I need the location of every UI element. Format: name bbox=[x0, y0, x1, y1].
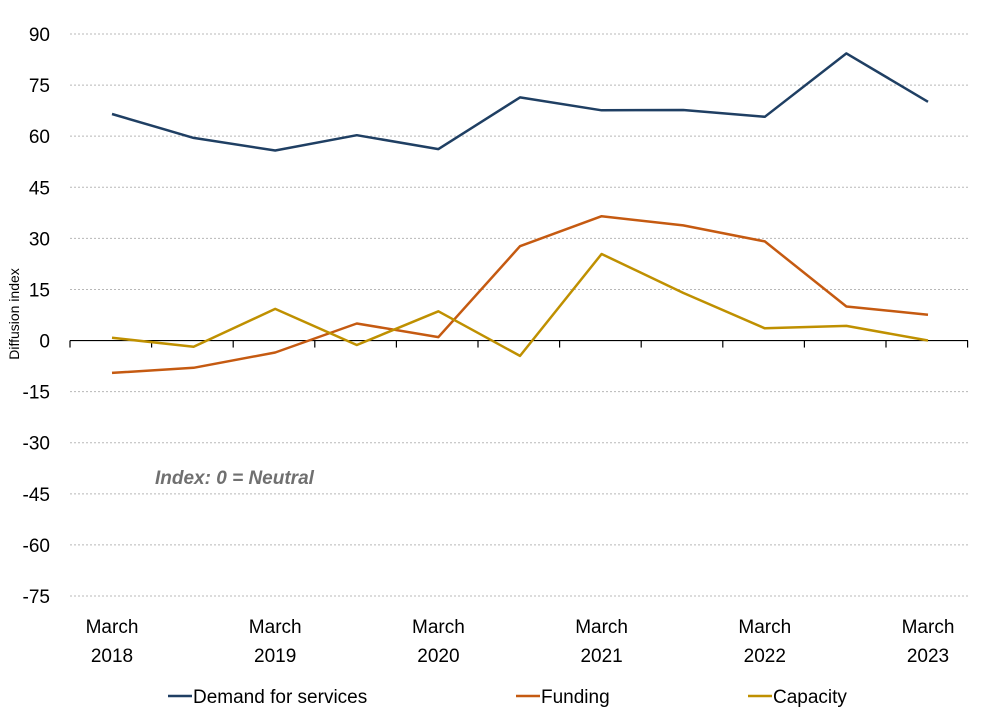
series-lines bbox=[111, 52, 929, 375]
legend: Demand for services Funding Capacity bbox=[168, 687, 847, 708]
x-tick-label-year: 2019 bbox=[254, 646, 296, 667]
legend-label: Funding bbox=[541, 687, 610, 708]
legend-label: Demand for services bbox=[193, 687, 367, 708]
y-tick-label: -60 bbox=[23, 536, 50, 557]
x-tick-label-year: 2018 bbox=[91, 646, 133, 667]
x-tick-label-month: March bbox=[902, 617, 955, 638]
y-tick-label: -15 bbox=[23, 383, 50, 404]
x-tick-label-year: 2020 bbox=[417, 646, 459, 667]
series-line-capacity bbox=[111, 252, 929, 358]
y-tick-label: -30 bbox=[23, 434, 50, 455]
series-line-demand-for-services bbox=[111, 52, 929, 152]
y-tick-label: -75 bbox=[23, 587, 50, 608]
legend-label: Capacity bbox=[773, 687, 847, 708]
series-line-funding bbox=[111, 214, 929, 375]
y-tick-label: 75 bbox=[29, 76, 50, 97]
y-tick-label: 30 bbox=[29, 229, 50, 250]
x-tick-label-month: March bbox=[738, 617, 791, 638]
x-tick-label-month: March bbox=[412, 617, 465, 638]
gridlines bbox=[70, 33, 968, 597]
y-tick-label: -45 bbox=[23, 485, 50, 506]
x-tick-label-year: 2022 bbox=[744, 646, 786, 667]
x-tick-label-month: March bbox=[86, 617, 139, 638]
y-tick-labels: 90 75 60 45 30 15 0 -15 -30 -45 -60 -75 bbox=[23, 25, 50, 608]
neutral-annotation: Index: 0 = Neutral bbox=[155, 468, 315, 489]
y-axis-label: Diffusion index bbox=[6, 268, 22, 360]
y-tick-label: 45 bbox=[29, 178, 50, 199]
y-tick-label: 15 bbox=[29, 280, 50, 301]
x-tick-label-month: March bbox=[249, 617, 302, 638]
y-tick-label: 0 bbox=[39, 332, 50, 353]
x-tick-label-year: 2021 bbox=[580, 646, 622, 667]
x-tick-label-year: 2023 bbox=[907, 646, 949, 667]
x-axis bbox=[69, 339, 969, 348]
y-tick-label: 90 bbox=[29, 25, 50, 46]
x-tick-label-month: March bbox=[575, 617, 628, 638]
y-tick-label: 60 bbox=[29, 127, 50, 148]
x-tick-labels: March 2018 March 2019 March 2020 March 2021 Marc… bbox=[86, 617, 955, 667]
